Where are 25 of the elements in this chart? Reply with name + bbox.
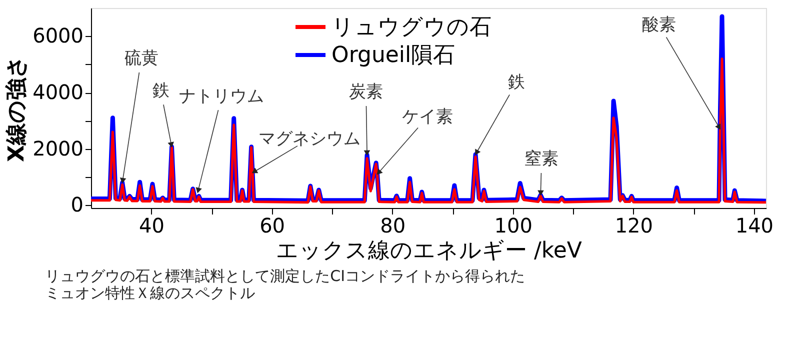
y-tick-label: 2000	[32, 136, 84, 160]
annotation: 鉄	[508, 72, 526, 92]
x-tick-label: 80	[380, 214, 406, 238]
annotation: 鉄	[152, 80, 170, 101]
x-axis-title: エックス線のエネルギー /keV	[276, 238, 582, 264]
y-tick-label: 6000	[32, 24, 84, 48]
annotation: ケイ素	[402, 107, 453, 128]
text: ミュオン特性Ｘ線のスペクトル	[45, 284, 256, 302]
annotation: 窒素	[524, 149, 559, 170]
y-tick-label: 4000	[32, 80, 84, 104]
x-tick-label: 120	[614, 214, 654, 238]
x-tick-label: 100	[494, 214, 532, 238]
y-axis-title: X線の強さ	[4, 55, 30, 162]
x-tick-label: 60	[260, 214, 286, 238]
annotation: マグネシウム	[258, 128, 361, 149]
x-tick-label: 40	[139, 214, 164, 238]
annotation: 酸素	[642, 15, 676, 36]
legend-label: Orgueil隕石	[332, 43, 456, 68]
annotation: ナトリウム	[179, 86, 264, 107]
y-tick-label: 0	[70, 192, 84, 217]
annotation: 炭素	[349, 82, 384, 102]
annotation: 硫黄	[124, 48, 158, 69]
text: リュウグウの石と標準試料として測定したCIコンドライトから得られた	[45, 267, 526, 285]
x-tick-label: 140	[735, 214, 774, 238]
legend-label: リュウグウの石	[332, 15, 492, 40]
